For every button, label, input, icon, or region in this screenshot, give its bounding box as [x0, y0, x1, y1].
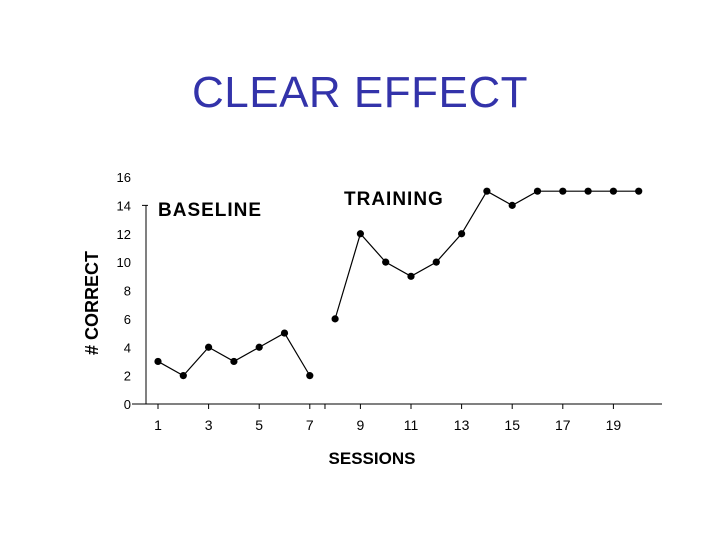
series-line-2	[334, 190, 639, 320]
data-point	[382, 258, 390, 266]
data-point	[432, 258, 440, 266]
phase-label-training: TRAINING	[344, 189, 444, 210]
y-tick-label: 2	[124, 369, 131, 384]
data-point	[508, 201, 516, 209]
y-tick-label: 8	[124, 284, 131, 299]
x-axis-title: SESSIONS	[329, 449, 416, 468]
y-tick-label: 6	[124, 312, 131, 327]
data-point	[230, 357, 238, 366]
x-tick-label: 13	[454, 417, 470, 433]
y-tick-label: 14	[117, 198, 131, 213]
data-point	[280, 329, 289, 337]
slide-title: CLEAR EFFECT	[191, 68, 529, 117]
series-points	[154, 187, 643, 380]
x-tick-label: 7	[306, 417, 314, 433]
x-axis-ticks: 1 3 5 7 9 11 13 15 17 19	[154, 404, 621, 433]
data-point	[483, 187, 491, 195]
x-tick-label: 3	[205, 417, 213, 433]
data-point	[407, 272, 415, 280]
data-point	[205, 343, 213, 351]
data-point	[609, 187, 618, 195]
y-axis-title: # CORRECT	[82, 251, 102, 355]
data-point	[154, 357, 162, 366]
data-point	[559, 187, 567, 195]
y-tick-label: 4	[124, 340, 131, 355]
x-tick-label: 17	[555, 417, 571, 433]
data-point	[331, 315, 339, 323]
data-point	[255, 343, 263, 351]
y-tick-label: 10	[117, 255, 131, 270]
data-point	[458, 230, 466, 238]
data-point	[179, 372, 187, 380]
x-tick-label: 19	[606, 417, 622, 433]
series-line-1	[157, 332, 311, 377]
chart-axes	[132, 204, 662, 409]
x-tick-label: 9	[357, 417, 365, 433]
y-tick-label: 12	[117, 227, 131, 242]
phase-label-baseline: BASELINE	[158, 200, 262, 221]
data-point	[306, 372, 314, 380]
x-tick-label: 5	[255, 417, 263, 433]
x-tick-label: 11	[404, 417, 419, 433]
data-point	[356, 230, 364, 238]
y-axis-ticks: 0 2 4 6 8 10 12 14 16	[117, 170, 131, 412]
x-tick-label: 1	[154, 417, 162, 433]
x-tick-label: 15	[504, 417, 520, 433]
data-point	[533, 187, 542, 195]
y-tick-label: 16	[117, 170, 131, 185]
data-point	[635, 187, 643, 195]
y-tick-label: 0	[124, 397, 131, 412]
data-point	[584, 187, 592, 195]
